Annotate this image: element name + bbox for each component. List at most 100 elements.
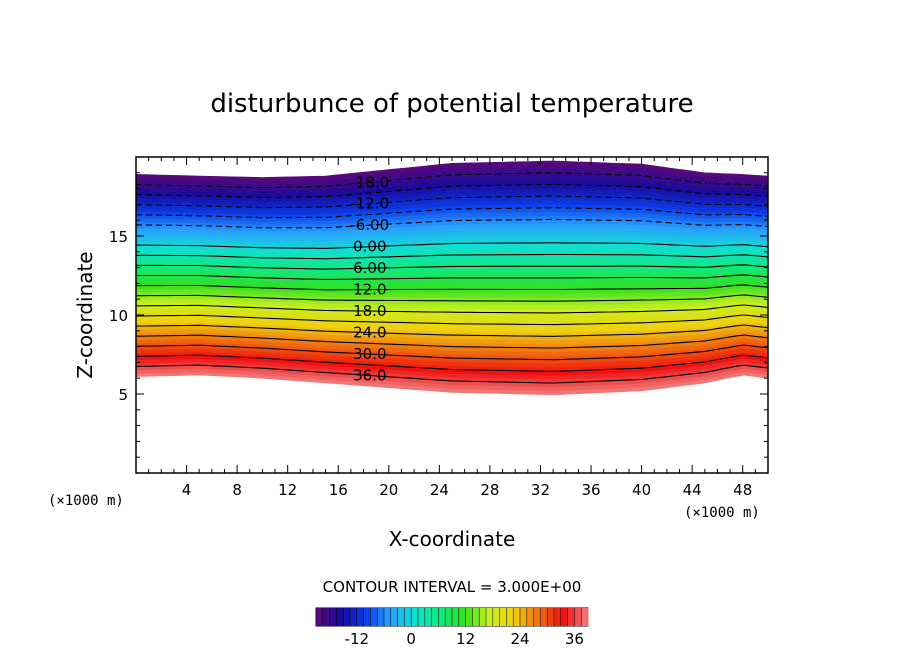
colorbar-band	[452, 608, 460, 626]
contour-line-positive	[136, 264, 768, 270]
contour-line-positive	[136, 253, 768, 260]
colorbar-band	[322, 608, 331, 626]
x-tick-label: 24	[430, 481, 449, 499]
contour-line-positive	[136, 344, 768, 361]
colorbar-tick-label: -12	[345, 630, 370, 648]
colorbar-band	[533, 608, 541, 626]
colorbar-band	[554, 608, 562, 626]
x-axis-label: X-coordinate	[389, 527, 516, 551]
contour-line-negative	[136, 172, 768, 189]
colorbar-band	[377, 608, 385, 626]
contour-line-negative	[136, 218, 768, 229]
colorbar-band	[343, 608, 351, 626]
contour-label: -6.00	[350, 216, 389, 234]
contour-line-positive	[136, 314, 768, 326]
colorbar-band	[384, 608, 392, 626]
colorbar-band	[526, 608, 535, 626]
colorbar-band	[540, 608, 548, 626]
colorbar-band	[316, 608, 324, 626]
colorbar-ticks: -12 0 12 24 36	[345, 630, 584, 648]
colorbar-band	[567, 608, 575, 626]
contour-line-positive	[136, 364, 768, 384]
y-axis-label: Z-coordinate	[73, 251, 97, 378]
colorbar: -12 0 12 24 36	[315, 607, 589, 648]
contour-line-positive	[136, 284, 768, 291]
colorbar-band	[445, 608, 453, 626]
colorbar-band	[499, 608, 507, 626]
colorbar-band	[438, 608, 446, 626]
contour-label: -18.0	[350, 173, 389, 191]
x-tick-label: 20	[379, 481, 398, 499]
colorbar-band	[336, 608, 344, 626]
colorbar-band	[560, 608, 569, 626]
contour-lines	[136, 172, 768, 384]
colorbar-tick-label: 12	[456, 630, 475, 648]
contour-labels: -18.0 -12.0 -6.00 0.00 6.00 12.0 18.0 24.0 30.0 3…	[350, 173, 389, 384]
colorbar-band	[370, 608, 378, 626]
x-tick-label: 44	[683, 481, 702, 499]
colorbar-band	[431, 608, 439, 626]
contour-label: 12.0	[353, 281, 386, 299]
x-tick-label: 40	[632, 481, 651, 499]
chart-title: disturbunce of potential temperature	[210, 89, 693, 119]
contour-line-positive	[136, 354, 768, 372]
contour-line-positive	[136, 294, 768, 302]
colorbar-bands	[316, 608, 589, 626]
contour-label: 18.0	[353, 302, 386, 320]
x-tick-label: 48	[733, 481, 752, 499]
contour-line-positive	[136, 334, 768, 349]
colorbar-band	[506, 608, 514, 626]
colorbar-band	[458, 608, 467, 626]
contour-line-negative	[136, 207, 768, 219]
colorbar-tick-label: 24	[510, 630, 529, 648]
colorbar-band	[390, 608, 399, 626]
contour-line-positive	[136, 242, 768, 249]
x-tick-label: 16	[329, 481, 348, 499]
y-tick-label: 10	[109, 307, 128, 325]
contour-label: 24.0	[353, 324, 386, 342]
y-tick-label: 15	[109, 228, 128, 246]
colorbar-band	[397, 608, 405, 626]
colorbar-band	[479, 608, 487, 626]
contour-label: 36.0	[353, 367, 386, 385]
contour-line-positive	[136, 324, 768, 337]
colorbar-band	[356, 608, 365, 626]
colorbar-band	[418, 608, 426, 626]
contour-line-positive	[136, 304, 768, 314]
x-tick-label: 4	[182, 481, 192, 499]
colorbar-band	[513, 608, 521, 626]
y-tick-label: 5	[118, 386, 128, 404]
x-tick-label: 12	[278, 481, 297, 499]
colorbar-band	[404, 608, 412, 626]
colorbar-tick-label: 36	[565, 630, 584, 648]
colorbar-band	[520, 608, 528, 626]
x-tick-label: 28	[480, 481, 499, 499]
colorbar-band	[581, 608, 589, 626]
x-tick-label: 36	[581, 481, 600, 499]
colorbar-band	[329, 608, 337, 626]
contour-label: 30.0	[353, 345, 386, 363]
x-tick-label: 8	[232, 481, 242, 499]
filled-band	[136, 160, 768, 182]
colorbar-band	[472, 608, 480, 626]
x-unit-label-left: (×1000 m)	[48, 493, 124, 509]
x-unit-label-right: (×1000 m)	[684, 505, 760, 521]
colorbar-tick-label: 0	[406, 630, 416, 648]
colorbar-band	[363, 608, 371, 626]
x-tick-label: 32	[531, 481, 550, 499]
colorbar-band	[424, 608, 433, 626]
contour-line-positive	[136, 274, 768, 280]
colorbar-band	[465, 608, 473, 626]
colorbar-band	[411, 608, 419, 626]
colorbar-band	[350, 608, 358, 626]
contour-line-negative	[136, 195, 768, 209]
contour-line-negative	[136, 183, 768, 199]
colorbar-band	[574, 608, 582, 626]
colorbar-band	[486, 608, 494, 626]
contour-label: 0.00	[353, 238, 386, 256]
colorbar-band	[492, 608, 501, 626]
colorbar-band	[547, 608, 555, 626]
contour-label: 6.00	[353, 259, 386, 277]
